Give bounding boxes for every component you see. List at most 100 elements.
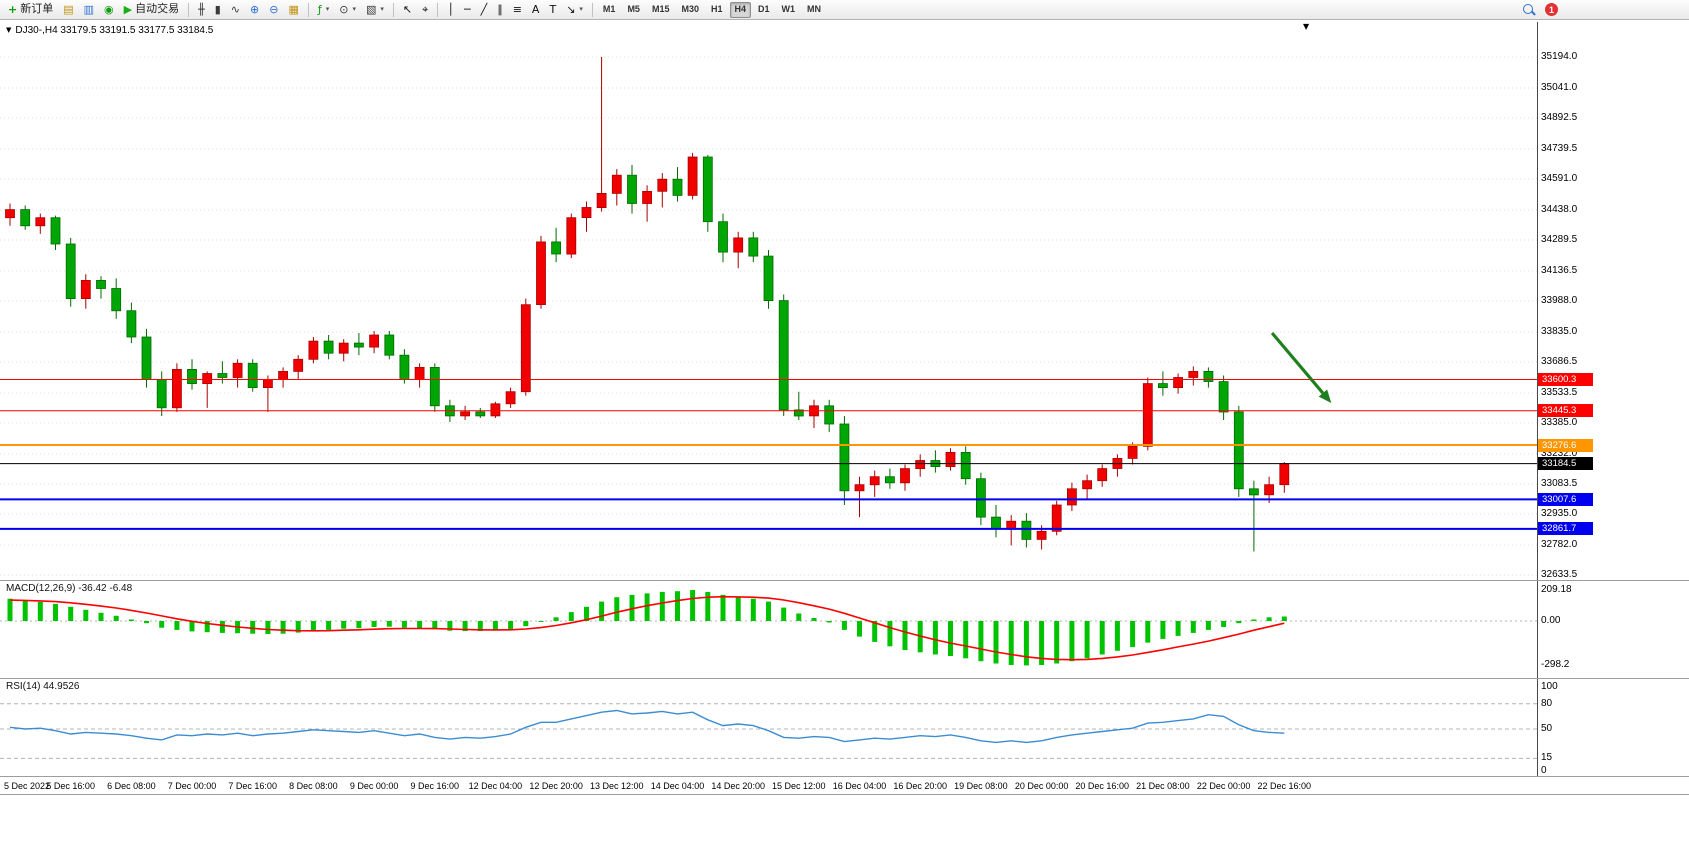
timeframe-button-m1[interactable]: M1 [598,2,621,18]
rsi-panel[interactable] [0,679,1537,776]
trendline-button[interactable]: ╱ [477,1,492,19]
text-button[interactable]: A [528,1,544,19]
candle [323,335,334,360]
charts-profile-icon: ▤ [63,3,74,16]
timeframe-button-mn[interactable]: MN [802,2,826,18]
toolbar-items: + 新订单 ▤ ▥ ◉ ▶ 自动交易 ╫ ▮ ∿ ⊕ ⊖ ▦ ƒ ▾ ⊙ ▾ ▧ ▾ ↖ ⌖ │ ─ ╱ ∥ ≡ A T ↘ ▾ M1 M5 M… [3,0,827,20]
candle [915,454,926,477]
time-axis-label: 6 Dec 08:00 [107,781,156,791]
indicators-list-icon: ƒ [317,3,322,16]
candlestick-type-button[interactable]: ▮ [211,1,225,19]
macd-histogram [7,590,1287,666]
market-watch-button[interactable]: ▥ [80,1,98,19]
price-axis-label: 35041.0 [1541,82,1578,93]
line-chart-type-button[interactable]: ∿ [227,1,244,19]
candle [854,476,865,518]
equidistant-channel-button[interactable]: ∥ [493,1,507,19]
macd-panel[interactable] [0,581,1537,677]
notification-badge[interactable]: 1 [1545,3,1558,16]
dropdown-arrow-icon: ▾ [325,5,330,13]
periods-list-button[interactable]: ⊙ ▾ [335,1,360,19]
price-axis-label: 32935.0 [1541,508,1578,520]
time-axis-label: 22 Dec 16:00 [1257,781,1312,791]
candle [596,57,607,212]
price-axis-label: 34438.0 [1541,204,1578,215]
toolbar-separator [437,2,439,17]
candle [399,349,410,384]
rsi-axis-label: 15 [1541,752,1553,764]
search-icon[interactable] [1522,3,1535,16]
rsi-label: RSI(14) 44.9526 [6,681,80,692]
window-bottom-edge [0,794,1689,795]
autotrade-button[interactable]: ▶ 自动交易 [120,1,183,19]
price-axis-label: 33083.5 [1541,478,1578,489]
candle [945,448,956,471]
timeframe-button-w1[interactable]: W1 [777,2,801,18]
crosshair-button[interactable]: ⌖ [418,1,432,19]
price-axis-label: 33686.5 [1541,356,1578,367]
macd-axis-label: 209.18 [1541,583,1572,595]
symbol-dropdown-icon[interactable]: ▼ [6,26,12,34]
panel-splitter-rsi[interactable] [0,678,1689,679]
candle [111,278,122,319]
support-line-upper-price-badge: 33007.6 [1538,492,1593,506]
toolbar-separator [591,2,593,17]
timeframe-button-m15[interactable]: M15 [647,2,675,18]
price-chart[interactable] [0,22,1537,580]
text-label-button[interactable]: T [545,1,560,19]
candle [672,167,683,202]
time-axis-label: 5 Dec 16:00 [46,781,95,791]
vertical-line-icon: │ [447,3,454,16]
periods-list-icon: ⊙ [339,3,349,16]
macd-axis-label: -298.2 [1541,659,1570,671]
arrows-tool-button[interactable]: ↘ ▾ [562,1,587,19]
new-order-button[interactable]: + 新订单 [4,1,57,19]
candle [1188,366,1199,386]
candle [217,361,228,384]
time-axis-label: 9 Dec 16:00 [410,781,460,791]
timeframe-button-d1[interactable]: D1 [753,2,775,18]
indicators-list-button[interactable]: ƒ ▾ [314,1,333,19]
candle [748,231,759,263]
candle [1203,367,1214,388]
tile-windows-button[interactable]: ▦ [284,1,302,19]
candle [1006,515,1017,546]
candle [581,201,592,232]
price-axis-label: 35194.0 [1541,51,1578,62]
vertical-line-button[interactable]: │ [443,1,458,19]
timeframe-button-m5[interactable]: M5 [622,2,645,18]
candle [991,505,1001,538]
candles-layer [5,57,1290,552]
pivot-line-orange-price-badge: 33276.6 [1538,438,1593,452]
zoom-out-button[interactable]: ⊖ [265,1,282,19]
timeframe-button-m30[interactable]: M30 [676,2,704,18]
bar-chart-type-button[interactable]: ╫ [194,1,209,19]
candle [490,401,501,418]
time-axis-label: 21 Dec 08:00 [1136,781,1190,791]
candle [824,399,835,433]
timeframe-button-h1[interactable]: H1 [706,2,728,18]
time-axis-label: 20 Dec 16:00 [1075,781,1129,791]
time-axis-label: 14 Dec 04:00 [650,781,705,791]
templates-button[interactable]: ▧ ▾ [362,1,388,19]
candle [353,333,364,356]
horizontal-line-button[interactable]: ─ [460,1,475,19]
dropdown-arrow-icon: ▾ [380,5,384,13]
trend-arrow-annotation[interactable] [1270,331,1332,403]
fibonacci-button[interactable]: ≡ [509,1,526,19]
candle [1021,513,1032,548]
zoom-in-button[interactable]: ⊕ [246,1,263,19]
data-window-button[interactable]: ◉ [100,1,118,19]
panel-splitter-macd[interactable] [0,580,1689,581]
toolbar-separator [307,2,309,17]
time-axis[interactable]: 5 Dec 2022 5 Dec 16:00 6 Dec 08:00 7 Dec 00… [0,777,1689,794]
dropdown-arrow-icon: ▾ [352,5,356,13]
line-chart-type-icon: ∿ [230,3,241,16]
timeframe-button-h4[interactable]: H4 [729,1,752,18]
charts-profile-button[interactable]: ▤ [59,1,77,19]
candle [1051,500,1062,536]
time-axis-label: 7 Dec 16:00 [228,781,277,791]
candle [627,165,637,214]
cursor-button[interactable]: ↖ [399,1,416,19]
